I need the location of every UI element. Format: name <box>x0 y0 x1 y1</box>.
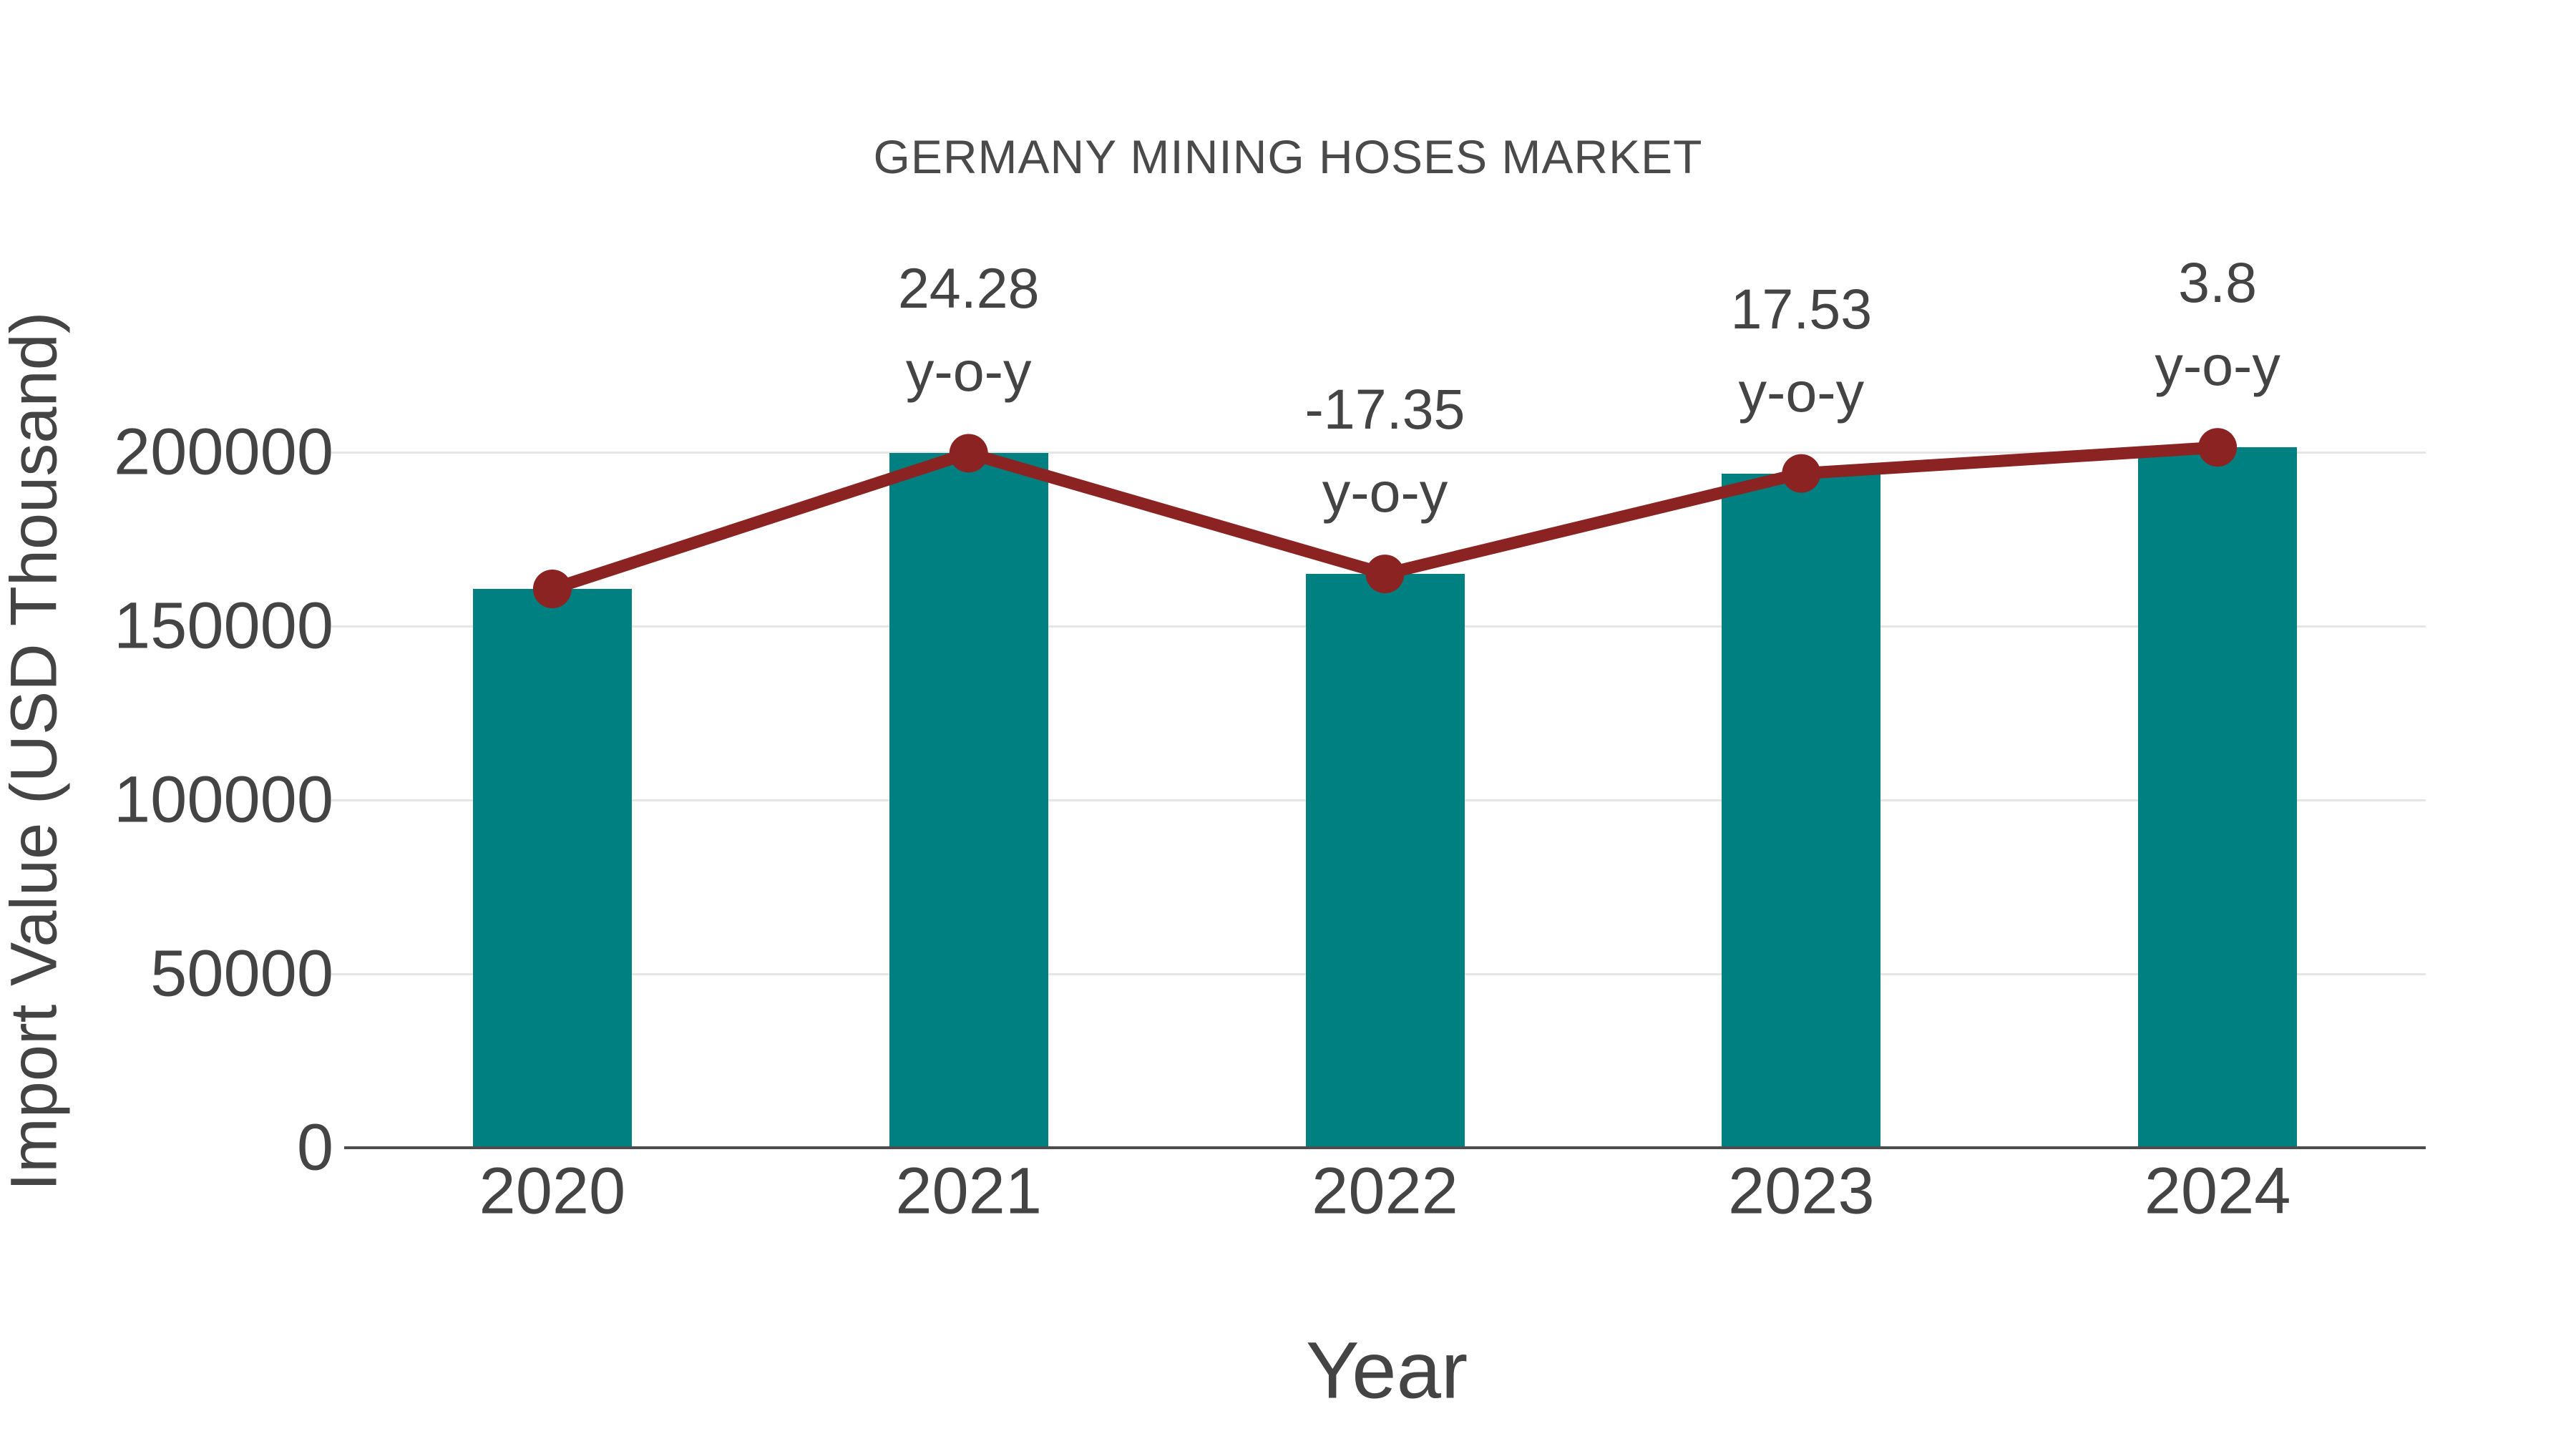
data-point-marker-2021 <box>949 434 988 473</box>
x-axis-line <box>344 1146 2426 1149</box>
gridline-200000 <box>331 451 2426 454</box>
x-axis-title: Year <box>1305 1325 1468 1415</box>
data-point-marker-2024 <box>2198 428 2238 467</box>
point-label-value-2021: 24.28 <box>897 256 1040 321</box>
point-label-value-2023: 17.53 <box>1730 276 1873 341</box>
x-tick-label-2024: 2024 <box>2144 1154 2291 1228</box>
data-point-marker-2022 <box>1365 555 1405 594</box>
x-tick-label-2020: 2020 <box>479 1154 626 1228</box>
point-label-value-2024: 3.8 <box>2178 250 2258 315</box>
x-tick-label-2023: 2023 <box>1727 1154 1875 1228</box>
bar-2020 <box>472 588 632 1148</box>
bar-2022 <box>1305 574 1465 1148</box>
y-tick-label-150000: 150000 <box>114 589 333 663</box>
data-point-marker-2020 <box>532 569 572 608</box>
y-tick-label-200000: 200000 <box>114 415 333 489</box>
x-tick-label-2021: 2021 <box>895 1154 1043 1228</box>
point-label-unit-2023: y-o-y <box>1738 359 1865 424</box>
y-tick-label-0: 0 <box>296 1111 333 1184</box>
point-label-unit-2024: y-o-y <box>2155 333 2280 398</box>
bar-2023 <box>1722 473 1881 1148</box>
point-label-value-2022: -17.35 <box>1304 377 1465 441</box>
chart-title: GERMANY MINING HOSES MARKET <box>873 130 1703 183</box>
point-label-unit-2022: y-o-y <box>1322 460 1448 525</box>
x-tick-label-2022: 2022 <box>1312 1154 1458 1228</box>
y-tick-label-50000: 50000 <box>150 937 333 1010</box>
data-point-marker-2023 <box>1782 454 1821 493</box>
point-label-unit-2021: y-o-y <box>905 339 1032 404</box>
y-tick-label-100000: 100000 <box>114 763 333 836</box>
bar-2021 <box>889 453 1048 1148</box>
bar-2024 <box>2138 447 2298 1148</box>
